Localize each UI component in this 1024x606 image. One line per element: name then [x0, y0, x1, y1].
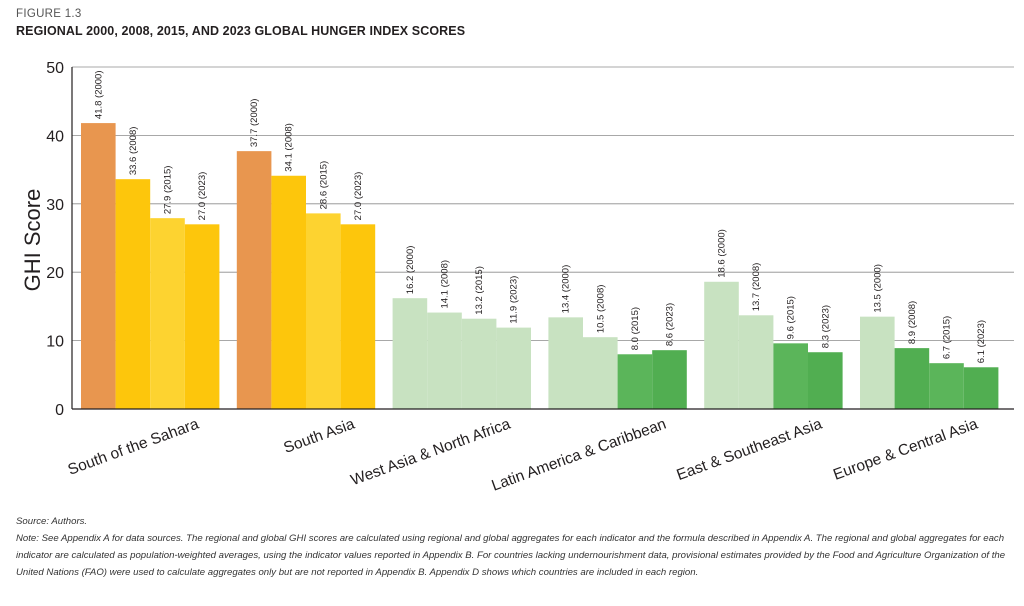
y-tick-label: 50: [46, 60, 64, 77]
figure-title: REGIONAL 2000, 2008, 2015, AND 2023 GLOB…: [16, 24, 466, 38]
bars: [81, 123, 999, 409]
bar-2000: [548, 317, 583, 409]
y-tick-label: 40: [46, 128, 64, 145]
data-label: 27.0 (2023): [197, 172, 208, 221]
footnote: Note: See Appendix A for data sources. T…: [16, 533, 1006, 578]
bar-2000: [860, 316, 895, 409]
bar-2008: [115, 179, 151, 409]
y-tick-label: 20: [46, 265, 64, 282]
bar-2000: [81, 123, 116, 409]
data-label: 13.7 (2008): [751, 263, 762, 312]
x-category-label: South of the Sahara: [66, 415, 202, 478]
data-label: 10.5 (2008): [595, 285, 606, 334]
bar-2000: [236, 151, 272, 409]
x-category-label: Europe & Central Asia: [831, 415, 980, 483]
x-category-label: Latin America & Caribbean: [489, 416, 668, 495]
notes: Source: Authors. Note: See Appendix A fo…: [16, 513, 1014, 581]
data-label: 8.3 (2023): [820, 305, 831, 348]
bar-2015: [461, 318, 497, 409]
bar-2023: [184, 224, 220, 409]
data-label: 14.1 (2008): [440, 260, 451, 309]
data-label: 6.7 (2015): [942, 316, 953, 359]
data-label: 8.6 (2023): [665, 303, 676, 346]
bar-2023: [340, 224, 376, 409]
data-label: 28.6 (2015): [318, 161, 329, 210]
bar-2023: [963, 367, 999, 409]
bar-2008: [894, 348, 930, 409]
x-category-label: South Asia: [281, 415, 357, 456]
bar-2023: [496, 327, 531, 409]
x-category-label: East & Southeast Asia: [674, 415, 824, 484]
bar-2000: [392, 298, 428, 409]
bar-2008: [738, 315, 774, 409]
bar-2008: [427, 312, 462, 409]
y-tick-label: 30: [46, 197, 64, 214]
data-label: 16.2 (2000): [405, 246, 416, 295]
data-label: 6.1 (2023): [976, 320, 987, 363]
y-axis-label: GHI Score: [20, 189, 45, 292]
bar-2015: [306, 213, 341, 409]
data-label: 13.4 (2000): [561, 265, 572, 314]
data-label: 37.7 (2000): [249, 99, 260, 148]
data-label: 34.1 (2008): [284, 123, 295, 172]
data-label: 27.0 (2023): [353, 172, 364, 221]
y-tick-label: 10: [46, 334, 64, 351]
data-label: 41.8 (2000): [93, 70, 104, 119]
bar-2015: [929, 363, 964, 409]
bar-2008: [583, 337, 618, 409]
grid-lines: [72, 66, 1014, 342]
data-label: 8.0 (2015): [630, 307, 641, 350]
data-label: 8.9 (2008): [907, 301, 918, 344]
data-label: 9.6 (2015): [786, 296, 797, 339]
bar-2023: [808, 352, 843, 409]
bar-2008: [271, 175, 306, 409]
data-label: 27.9 (2015): [163, 166, 174, 215]
bar-2023: [652, 350, 687, 409]
data-labels: 41.8 (2000) 33.6 (2008) 27.9 (2015) 27.0 (2…: [93, 70, 987, 363]
ghi-bar-chart: 41.8 (2000) 33.6 (2008) 27.9 (2015) 27.0 (2…: [20, 60, 1014, 495]
data-label: 13.5 (2000): [872, 264, 883, 313]
data-label: 33.6 (2008): [128, 127, 139, 176]
bar-2015: [617, 354, 653, 409]
bar-2015: [773, 343, 808, 409]
y-tick-label: 0: [55, 402, 64, 419]
source-note: Source: Authors.: [16, 516, 88, 527]
data-label: 13.2 (2015): [474, 266, 485, 315]
data-label: 11.9 (2023): [509, 276, 520, 324]
figure-label: FIGURE 1.3: [16, 8, 82, 20]
bar-2015: [150, 218, 185, 409]
bar-2000: [704, 281, 739, 409]
data-label: 18.6 (2000): [717, 229, 728, 278]
